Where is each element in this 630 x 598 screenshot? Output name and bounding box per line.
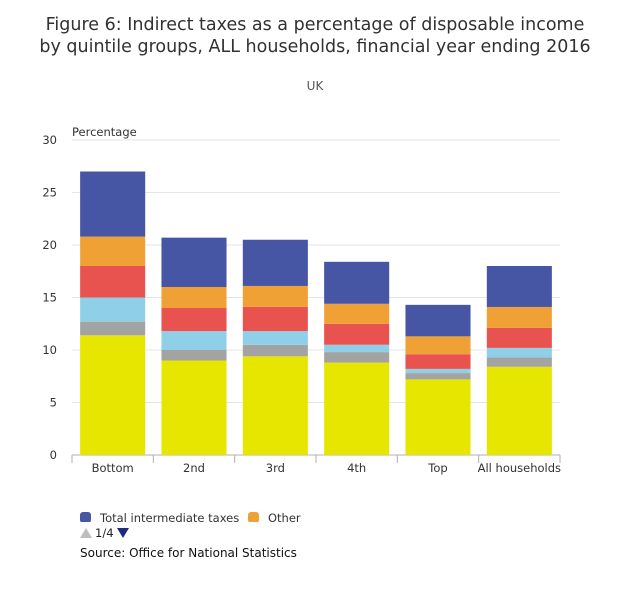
bar-bottom-segment-1[interactable] <box>80 321 146 336</box>
bar-4th-segment-0[interactable] <box>324 362 390 455</box>
bar-3rd-segment-3[interactable] <box>242 306 308 332</box>
bar-all-households-segment-5[interactable] <box>486 266 552 307</box>
chart-title-line-2: by quintile groups, ALL households, fina… <box>39 37 591 57</box>
x-tick-label-2nd: 2nd <box>183 461 205 475</box>
x-tick-label-4th: 4th <box>347 461 366 475</box>
bar-bottom-segment-3[interactable] <box>80 266 146 298</box>
bar-2nd-segment-1[interactable] <box>161 350 227 361</box>
y-tick-label-20: 20 <box>42 238 57 252</box>
bar-2nd-segment-4[interactable] <box>161 287 227 308</box>
y-tick-label-30: 30 <box>42 133 57 147</box>
legend-page-down-icon[interactable] <box>116 528 129 538</box>
x-tick-label-top: Top <box>427 461 447 475</box>
bar-all-households-segment-4[interactable] <box>486 306 552 328</box>
legend-item-total-intermediate-taxes[interactable]: Total intermediate taxes <box>80 511 239 522</box>
bar-3rd-segment-1[interactable] <box>242 344 308 357</box>
legend-swatch-total-intermediate-taxes <box>80 512 91 522</box>
bar-top-segment-5[interactable] <box>405 304 471 337</box>
legend-label-other: Other <box>268 511 301 522</box>
bar-all-households-segment-1[interactable] <box>486 357 552 367</box>
bar-4th-segment-2[interactable] <box>324 344 390 353</box>
legend-swatch-other <box>248 512 259 522</box>
legend: Total intermediate taxes Other <box>80 508 560 522</box>
bar-top-segment-4[interactable] <box>405 336 471 355</box>
bar-4th-segment-1[interactable] <box>324 352 390 363</box>
bar-3rd-segment-5[interactable] <box>242 239 308 286</box>
chart-title: Figure 6: Indirect taxes as a percentage… <box>0 14 630 58</box>
bar-top-segment-3[interactable] <box>405 354 471 369</box>
source-note: Source: Office for National Statistics <box>80 546 297 560</box>
bar-2nd-segment-0[interactable] <box>161 360 227 456</box>
legend-label-total-intermediate-taxes: Total intermediate taxes <box>100 511 240 522</box>
bar-all-households-segment-0[interactable] <box>486 366 552 455</box>
bar-4th-segment-3[interactable] <box>324 323 390 345</box>
x-tick-label-bottom: Bottom <box>92 461 134 475</box>
y-tick-label-25: 25 <box>42 186 57 200</box>
x-tick-label-3rd: 3rd <box>266 461 285 475</box>
stacked-bar-chart: 0 5 10 15 20 25 30 Bottom 2nd 3rd 4th Top All househ… <box>42 125 561 475</box>
axes: 0 5 10 15 20 25 30 Bottom 2nd 3rd 4th Top All househ… <box>42 133 561 475</box>
x-tick-label-all-households: All households <box>478 461 561 475</box>
chart-title-line-1: Figure 6: Indirect taxes as a percentage… <box>45 15 585 35</box>
bar-bottom-segment-4[interactable] <box>80 236 146 266</box>
legend-item-other[interactable]: Other <box>248 511 301 522</box>
y-axis-label: Percentage <box>72 125 137 139</box>
bar-3rd-segment-4[interactable] <box>242 285 308 307</box>
bar-all-households-segment-3[interactable] <box>486 327 552 348</box>
y-tick-label-10: 10 <box>42 343 57 357</box>
bar-2nd-segment-3[interactable] <box>161 308 227 332</box>
bar-2nd-segment-2[interactable] <box>161 331 227 350</box>
bar-bottom-segment-0[interactable] <box>80 335 146 455</box>
bar-top-segment-2[interactable] <box>405 368 471 374</box>
bar-top-segment-1[interactable] <box>405 373 471 380</box>
grid-lines <box>72 139 560 403</box>
bar-bottom-segment-2[interactable] <box>80 297 146 322</box>
bars <box>80 171 552 456</box>
bar-4th-segment-4[interactable] <box>324 303 390 324</box>
y-tick-label-15: 15 <box>42 291 57 305</box>
bar-3rd-segment-0[interactable] <box>242 356 308 455</box>
legend-pager: 1/4 <box>80 526 129 540</box>
bar-bottom-segment-5[interactable] <box>80 171 146 237</box>
bar-3rd-segment-2[interactable] <box>242 331 308 345</box>
bar-2nd-segment-5[interactable] <box>161 237 227 287</box>
bar-4th-segment-5[interactable] <box>324 261 390 304</box>
bar-all-households-segment-2[interactable] <box>486 347 552 358</box>
legend-page-indicator: 1/4 <box>95 526 114 540</box>
y-tick-label-0: 0 <box>50 448 57 462</box>
bar-top-segment-0[interactable] <box>405 379 471 455</box>
chart-subtitle: UK <box>306 79 324 93</box>
legend-page-up-icon[interactable] <box>80 528 92 538</box>
y-tick-label-5: 5 <box>50 396 57 410</box>
